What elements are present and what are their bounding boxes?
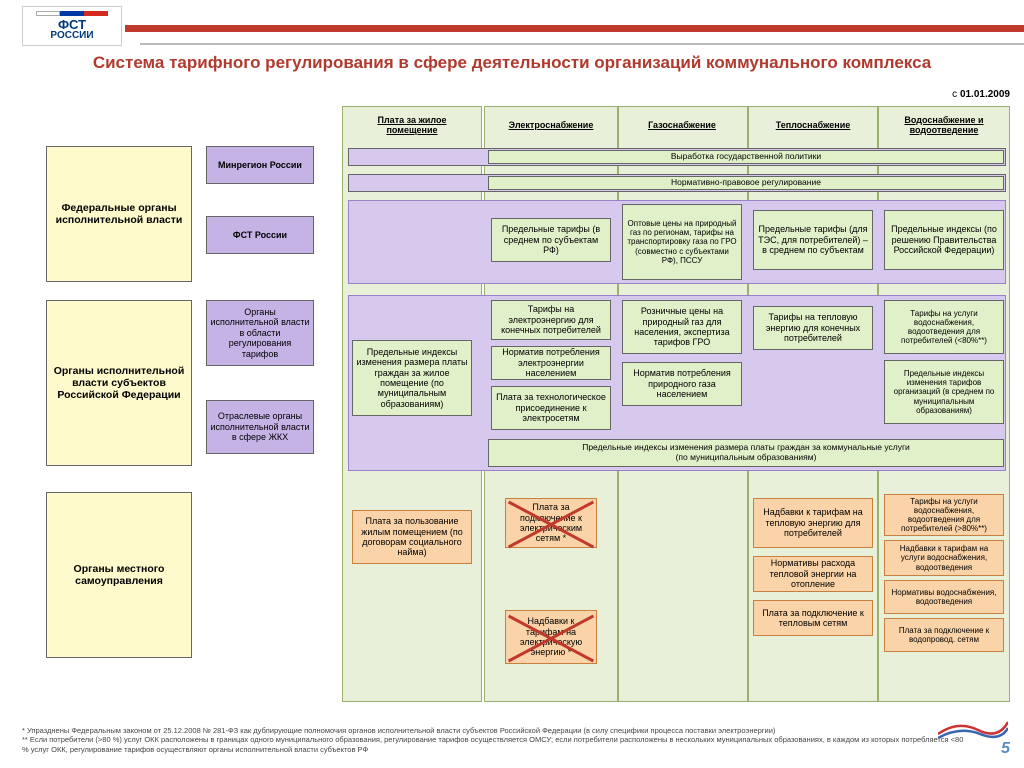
fed-elec: Предельные тарифы (в среднем по субъекта… <box>491 218 611 262</box>
loc-heat-c: Плата за подключение к тепловым сетям <box>753 600 873 636</box>
subj-water-b: Предельные индексы изменения тарифов орг… <box>884 360 1004 424</box>
loc-heat-b: Нормативы расхода тепловой энергии на от… <box>753 556 873 592</box>
label-local: Органы местного самоуправления <box>46 492 192 658</box>
subj-heat: Тарифы на тепловую энергию для конечных … <box>753 306 873 350</box>
band-legal: Нормативно-правовое регулирование <box>488 176 1004 190</box>
logo-text-2: РОССИИ <box>50 31 93 41</box>
date-prefix: с <box>952 89 960 100</box>
label-reg-organs: Органы исполнительной власти в области р… <box>206 300 314 366</box>
loc-water-a: Тарифы на услуги водоснабжения, водоотве… <box>884 494 1004 536</box>
fed-water: Предельные индексы (по решению Правитель… <box>884 210 1004 270</box>
label-minregion: Минрегион России <box>206 146 314 184</box>
subj-gas-b: Норматив потребления природного газа нас… <box>622 362 742 406</box>
loc-elec-b: Надбавки к тарифам на электрическую энер… <box>505 610 597 664</box>
band-policy: Выработка государственной политики <box>488 150 1004 164</box>
subj-elec-a: Тарифы на электроэнергию для конечных по… <box>491 300 611 340</box>
footnotes: * Упразднены Федеральным законом от 25.1… <box>22 726 964 754</box>
hdr-water: Водоснабжение и водоотведение <box>884 112 1004 138</box>
page-title: Система тарифного регулирования в сфере … <box>0 52 1024 74</box>
loc-water-c: Нормативы водоснабжения, водоотведения <box>884 580 1004 614</box>
header-red-bar <box>125 25 1024 32</box>
flag-icon <box>36 11 108 16</box>
footnote-a: * Упразднены Федеральным законом от 25.1… <box>22 726 964 735</box>
logo: ФСТ РОССИИ <box>22 6 122 46</box>
label-federal: Федеральные органы исполнительной власти <box>46 146 192 282</box>
subj-water-a: Тарифы на услуги водоснабжения, водоотве… <box>884 300 1004 354</box>
subj-elec-b: Норматив потребления электроэнергии насе… <box>491 346 611 380</box>
subj-housing: Предельные индексы изменения размера пла… <box>352 340 472 416</box>
loc-heat-a: Надбавки к тарифам на тепловую энергию д… <box>753 498 873 548</box>
footer-wave-icon <box>938 716 1008 740</box>
footnote-b: ** Если потребители (>80 %) услуг ОКК ра… <box>22 735 964 754</box>
hdr-gas: Газоснабжение <box>622 112 742 138</box>
fed-gas: Оптовые цены на природный газ по региона… <box>622 204 742 280</box>
loc-water-b: Надбавки к тарифам на услуги водоснабжен… <box>884 540 1004 576</box>
label-subjects: Органы исполнительной власти субъектов Р… <box>46 300 192 466</box>
label-sector-organs: Отраслевые органы исполнительной власти … <box>206 400 314 454</box>
loc-water-d: Плата за подключение к водопровод. сетям <box>884 618 1004 652</box>
loc-housing: Плата за пользование жилым помещением (п… <box>352 510 472 564</box>
header-grey-bar <box>140 43 1024 45</box>
fed-heat: Предельные тарифы (для ТЭС, для потребит… <box>753 210 873 270</box>
page-number: 5 <box>1001 740 1010 758</box>
hdr-housing: Плата за жилое помещение <box>352 112 472 138</box>
effective-date: с 01.01.2009 <box>952 89 1010 100</box>
hdr-elec: Электроснабжение <box>491 112 611 138</box>
subj-gas-a: Розничные цены на природный газ для насе… <box>622 300 742 354</box>
hdr-heat: Теплоснабжение <box>753 112 873 138</box>
date-value: 01.01.2009 <box>960 89 1010 100</box>
subj-elec-c: Плата за технологическое присоединение к… <box>491 386 611 430</box>
band-indices: Предельные индексы изменения размера пла… <box>488 439 1004 467</box>
label-fst: ФСТ России <box>206 216 314 254</box>
loc-elec-a: Плата за подключение к электрическим сет… <box>505 498 597 548</box>
